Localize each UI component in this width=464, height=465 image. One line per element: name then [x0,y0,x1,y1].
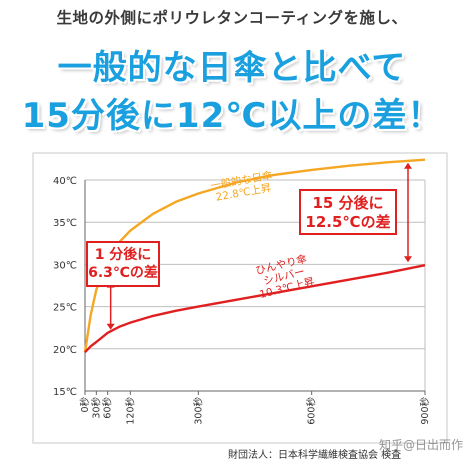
annotation-1min-box [86,241,160,287]
annotation-15min-box [299,189,397,235]
x-tick-label: 0秒 [79,397,91,413]
x-tick-label: 900秒 [419,397,431,425]
x-tick-label: 30秒 [90,397,102,419]
x-tick-label: 300秒 [192,397,204,425]
y-tick-label: 25℃ [53,303,77,314]
y-tick-label: 20℃ [53,345,77,356]
annotation-1min-text: 1 分後に [95,246,152,263]
x-tick-label: 120秒 [124,397,136,425]
x-tick-label: 60秒 [102,397,114,419]
source-credit: 財団法人：日本科学繊維検査協会 検査 [228,450,402,461]
series-line-silver [84,264,426,354]
watermark: 知乎@日出而作 [379,438,464,452]
y-tick-label: 35℃ [53,218,77,229]
header-subheadline: 15分後に12℃以上の差！ [21,96,443,136]
annotation-1min-text: 6.3℃の差 [88,264,158,281]
y-tick-label: 40℃ [53,176,77,187]
annotation-15min-text: 15 分後に [312,194,383,212]
header-line1: 生地の外側にポリウレタンコーティングを施し、 [56,9,408,27]
arrow-head-down [404,256,412,263]
header-headline: 一般的な日傘と比べて [57,48,407,88]
annotation-15min-text: 12.5℃の差 [305,213,390,231]
y-tick-label: 30℃ [53,260,77,271]
arrow-head-up [404,162,412,169]
x-tick-label: 600秒 [306,397,318,425]
arrow-head-down [106,323,115,330]
y-tick-label: 15℃ [53,387,77,398]
